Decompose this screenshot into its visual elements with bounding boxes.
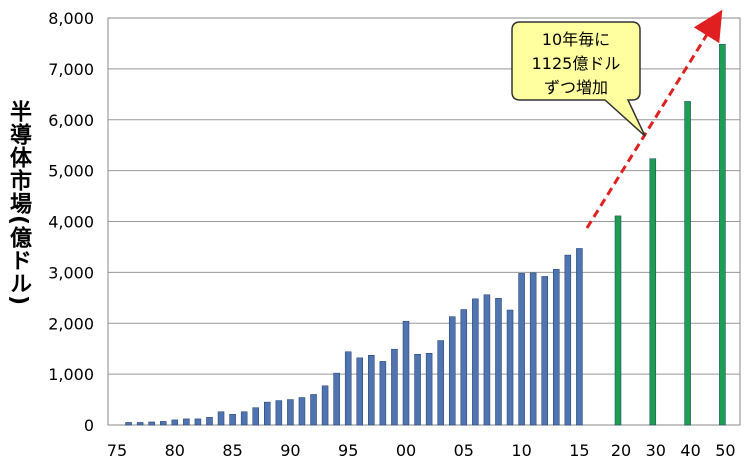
bar — [506, 309, 514, 426]
bar — [614, 215, 622, 426]
annotation-line: 10年毎に — [542, 30, 610, 49]
bar — [264, 401, 271, 426]
x-tick-label: 85 — [222, 441, 242, 460]
bar — [356, 357, 364, 426]
bar — [448, 316, 456, 426]
bar — [194, 418, 202, 426]
bar — [229, 414, 236, 426]
y-tick-label: 0 — [84, 416, 94, 435]
bar — [649, 158, 657, 426]
y-tick-label: 3,000 — [48, 263, 94, 282]
bar — [148, 421, 155, 426]
bar — [287, 399, 294, 426]
y-axis-label: 半導体市場(億ドル) — [6, 100, 31, 307]
x-tick-label: 40 — [680, 441, 700, 460]
bar — [240, 411, 248, 426]
bar — [171, 419, 179, 426]
bar — [206, 417, 213, 426]
bar — [495, 298, 502, 426]
callout — [511, 21, 646, 137]
bar — [541, 276, 548, 426]
y-tick-label: 8,000 — [48, 9, 94, 28]
x-tick-label: 95 — [338, 441, 358, 460]
bar — [321, 385, 329, 426]
bar — [402, 320, 410, 426]
x-tick-label: 75 — [107, 441, 127, 460]
bar — [333, 372, 340, 426]
y-tick-label: 6,000 — [48, 111, 94, 130]
bar — [252, 407, 259, 426]
bar — [414, 354, 421, 426]
x-tick-label: 30 — [646, 441, 666, 460]
x-tick-label: 20 — [611, 441, 631, 460]
bar — [483, 294, 491, 426]
y-tick-label: 5,000 — [48, 162, 94, 181]
bar — [344, 351, 352, 426]
y-tick-label: 1,000 — [48, 365, 94, 384]
x-tick-label: 90 — [280, 441, 300, 460]
bar — [136, 422, 144, 426]
bar — [217, 411, 225, 426]
bar — [553, 269, 560, 426]
bar — [460, 309, 468, 426]
bar — [437, 340, 444, 426]
x-tick-label: 15 — [569, 441, 589, 460]
x-tick-label: 00 — [396, 441, 416, 460]
y-tick-label: 7,000 — [48, 60, 94, 79]
bar — [529, 272, 537, 426]
bar — [391, 348, 398, 426]
bar — [425, 353, 433, 426]
bar — [368, 355, 375, 426]
bar — [576, 248, 583, 426]
y-tick-label: 2,000 — [48, 314, 94, 333]
x-tick-label: 10 — [511, 441, 531, 460]
bar — [684, 101, 691, 426]
bar — [719, 43, 726, 426]
bar — [125, 422, 132, 426]
x-tick-label: 05 — [454, 441, 474, 460]
x-tick-label: 50 — [715, 441, 735, 460]
plot-frame — [107, 17, 741, 426]
bar — [298, 397, 306, 426]
bar — [159, 421, 167, 426]
annotation-line: ずつ増加 — [544, 78, 608, 97]
annotation-line: 1125億ドル — [532, 54, 621, 73]
bar — [275, 400, 283, 426]
trend-arrow — [585, 9, 723, 229]
y-tick-label: 4,000 — [48, 213, 94, 232]
bar — [518, 273, 525, 426]
bar — [183, 418, 190, 426]
bar — [472, 298, 479, 426]
bar — [310, 394, 317, 426]
bar — [379, 361, 387, 426]
x-tick-label: 80 — [165, 441, 185, 460]
bar — [564, 254, 572, 426]
